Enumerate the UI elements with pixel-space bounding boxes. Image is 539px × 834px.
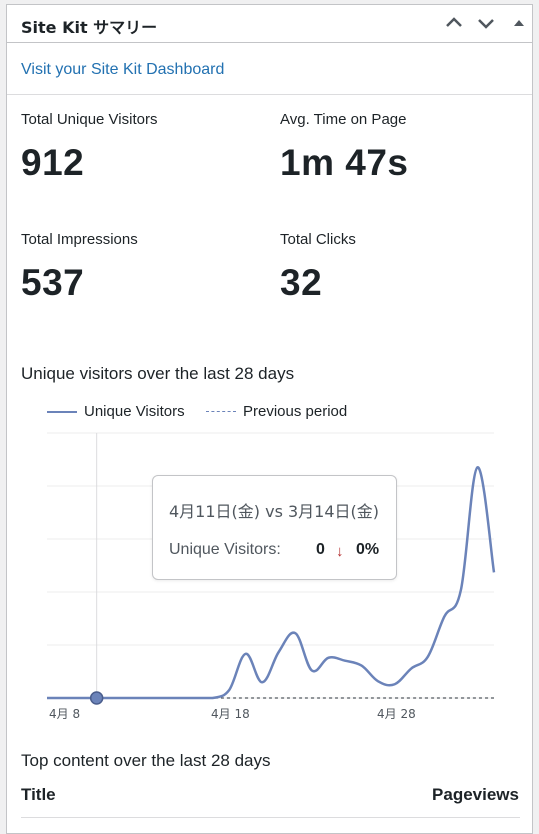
clicks-label: Total Clicks (280, 231, 356, 248)
series-line-unique-visitors (47, 466, 496, 700)
tooltip-date: 4月11日(金) vs 3月14日(金) (169, 502, 380, 521)
legend-item-unique-visitors[interactable]: Unique Visitors (47, 403, 185, 420)
legend-label: Unique Visitors (84, 403, 185, 420)
site-kit-widget: Site Kit サマリー Visit your Site Kit Dashbo… (6, 4, 533, 834)
divider (7, 94, 532, 95)
chevron-down-icon (478, 19, 494, 29)
collapse-toggle-button[interactable] (507, 11, 531, 35)
chart-section-title: Unique visitors over the last 28 days (21, 364, 295, 383)
visitors-chart: Unique Visitors Previous period 4月11日(金)… (7, 395, 534, 725)
table-divider (21, 817, 520, 818)
avg-time-value: 1m 47s (280, 142, 409, 183)
chart-plot (47, 432, 496, 705)
col-title-header[interactable]: Title (21, 785, 56, 804)
impressions-value: 537 (21, 262, 85, 303)
arrow-down-icon: ↓ (336, 543, 344, 560)
legend-swatch-solid (47, 410, 77, 413)
unique-visitors-label: Total Unique Visitors (21, 111, 158, 128)
widget-header: Site Kit サマリー (7, 5, 532, 43)
tooltip-label: Unique Visitors: (169, 541, 281, 558)
legend-label: Previous period (243, 403, 348, 420)
x-tick-label: 4月 8 (49, 707, 81, 721)
tooltip-value: 0 (316, 541, 325, 558)
x-tick-label: 4月 28 (377, 707, 416, 721)
dashboard-link[interactable]: Visit your Site Kit Dashboard (21, 61, 225, 78)
clicks-value: 32 (280, 262, 323, 303)
unique-visitors-value: 912 (21, 142, 85, 183)
widget-title: Site Kit サマリー (21, 18, 158, 37)
top-content-title: Top content over the last 28 days (21, 751, 271, 770)
x-tick-label: 4月 18 (211, 707, 250, 721)
impressions-label: Total Impressions (21, 231, 138, 248)
avg-time-label: Avg. Time on Page (280, 111, 407, 128)
col-pageviews-header[interactable]: Pageviews (432, 785, 519, 804)
move-up-button[interactable] (442, 11, 466, 35)
tooltip-change: 0% (356, 541, 380, 558)
chart-tooltip: 4月11日(金) vs 3月14日(金) Unique Visitors: 0 … (152, 475, 397, 580)
triangle-up-icon (514, 20, 524, 26)
move-down-button[interactable] (474, 11, 498, 35)
highlighted-data-point[interactable] (89, 691, 104, 705)
legend-swatch-dashed (206, 411, 236, 412)
legend-item-previous-period[interactable]: Previous period (206, 403, 347, 420)
chevron-up-icon (446, 17, 462, 27)
